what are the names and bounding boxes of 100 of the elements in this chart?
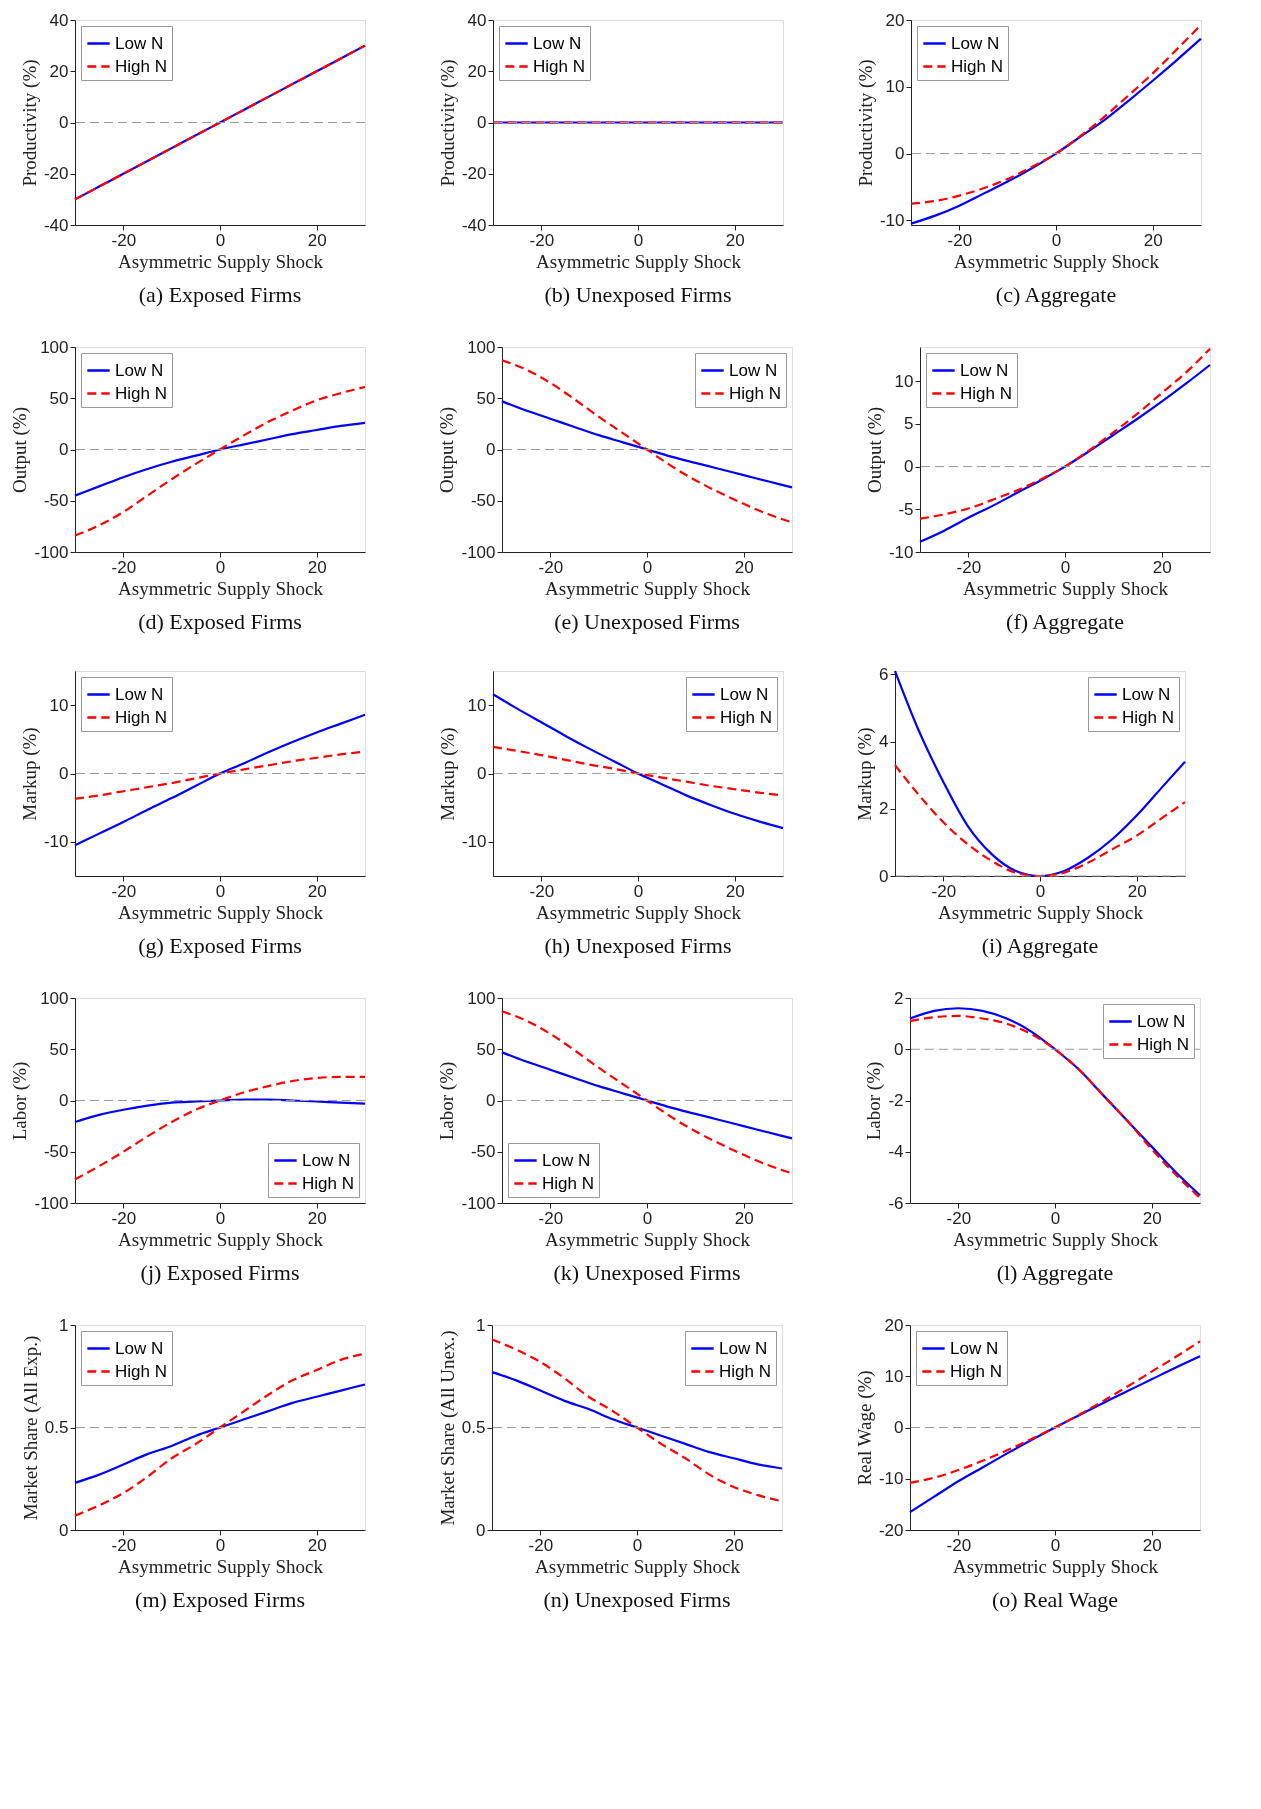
y-tick-label: -40 [43,215,69,235]
x-tick-label: 20 [1143,230,1163,250]
text: (e) Unexposed Firms [554,609,740,634]
y-tick-label: 20 [885,10,905,30]
line-series [500,400,794,489]
y-tick-label: 0 [904,457,914,477]
line-series [73,1098,367,1124]
y-tick-label: 1 [476,1315,486,1335]
x-axis-title: Asymmetric Supply Shock [545,1228,751,1250]
text: (m) Exposed Firms [135,1587,305,1612]
x-axis-title: Asymmetric Supply Shock [536,901,742,923]
line-series [918,363,1212,543]
x-axis-title: Asymmetric Supply Shock [953,1228,1159,1250]
y-tick-label: -100 [461,542,496,562]
legend-label: High N [960,383,1012,403]
y-tick-label: 50 [476,1039,496,1059]
y-tick-label: -4 [888,1142,904,1162]
y-tick-label: 20 [49,61,69,81]
legend-label: Low N [729,360,778,380]
x-axis-title: Asymmetric Supply Shock [118,1555,324,1577]
x-tick-label: 0 [633,881,644,901]
legend-label: Low N [719,1338,768,1358]
x-tick-label: 20 [1127,881,1147,901]
x-axis-title: Asymmetric Supply Shock [118,250,324,272]
x-axis-title: Asymmetric Supply Shock [938,901,1144,923]
x-axis-title: Asymmetric Supply Shock [118,1228,324,1250]
x-tick-label: 0 [642,1208,653,1228]
y-tick-label: -50 [43,491,69,511]
legend-label: Low N [960,360,1009,380]
x-tick-label: 0 [215,1208,226,1228]
y-tick-label: -10 [879,210,905,230]
legend-label: Low N [542,1150,591,1170]
y-tick-label: 0 [477,113,487,132]
y-tick-label: 20 [884,1315,904,1335]
x-tick-label: 0 [215,881,226,901]
line-series [73,421,367,497]
legend-label: High N [719,1361,771,1381]
x-axis-title: Asymmetric Supply Shock [954,250,1160,272]
text: (d) Exposed Firms [138,609,302,634]
x-tick-label: 20 [307,1535,327,1555]
x-tick-label: 0 [633,230,644,250]
legend-label: Low N [302,1150,351,1170]
x-tick-label: -20 [946,1535,972,1555]
y-tick-label: 20 [467,61,487,81]
x-tick-label: 20 [734,557,754,577]
x-tick-label: -20 [528,1535,554,1555]
x-tick-label: 20 [307,230,327,250]
legend-label: High N [951,56,1003,76]
legend-label: High N [542,1173,594,1193]
y-tick-label: 10 [894,371,914,391]
y-tick-label: 50 [49,388,69,408]
y-tick-label: 0 [894,1039,904,1059]
x-tick-label: -20 [111,230,137,250]
y-tick-label: -40 [461,215,487,235]
y-tick-label: 40 [467,10,487,30]
x-tick-label: 0 [215,557,226,577]
y-tick-label: -100 [34,542,69,562]
line-series [500,1051,794,1140]
line-series [73,713,367,847]
x-tick-label: 0 [1051,230,1062,250]
x-tick-label: -20 [111,1535,137,1555]
legend-label: High N [302,1173,354,1193]
legend-label: High N [1137,1034,1189,1054]
legend-label: Low N [533,33,582,53]
y-tick-label: 100 [40,337,69,357]
x-tick-label: 20 [1142,1208,1162,1228]
y-axis-title: Productivity (%) [854,59,877,187]
x-tick-label: 0 [1050,1535,1061,1555]
text: (g) Exposed Firms [138,933,302,958]
line-series [893,669,1187,878]
legend-label: Low N [1122,684,1171,704]
y-tick-label: 0 [59,1091,69,1110]
y-axis-title: Market Share (All Unex.) [436,1330,459,1526]
y-axis-title: Labor (%) [863,1061,886,1141]
text: (h) Unexposed Firms [544,933,732,958]
x-tick-label: -20 [956,557,982,577]
line-series [73,385,367,537]
text: (n) Unexposed Firms [543,1587,731,1612]
y-tick-label: 0.5 [461,1418,486,1437]
y-tick-label: 2 [894,988,904,1008]
text: (l) Aggregate [996,1260,1114,1285]
y-tick-label: 6 [879,664,889,684]
y-tick-label: 100 [467,337,496,357]
text: (a) Exposed Firms [138,282,302,307]
y-tick-label: 0 [477,764,487,783]
y-axis-title: Productivity (%) [436,59,459,187]
line-series [918,347,1212,520]
y-tick-label: 40 [49,10,69,30]
y-tick-label: 0 [879,866,889,886]
x-axis-title: Asymmetric Supply Shock [536,250,742,272]
x-axis-title: Asymmetric Supply Shock [963,577,1169,599]
legend-label: High N [115,1361,167,1381]
text: (k) Unexposed Firms [553,1260,741,1285]
x-axis-title: Asymmetric Supply Shock [545,577,751,599]
text: (f) Aggregate [1006,609,1124,634]
y-tick-label: 10 [885,77,905,97]
x-tick-label: 20 [725,230,745,250]
y-tick-label: 0 [59,113,69,132]
x-tick-label: 20 [307,1208,327,1228]
x-tick-label: -20 [947,230,973,250]
